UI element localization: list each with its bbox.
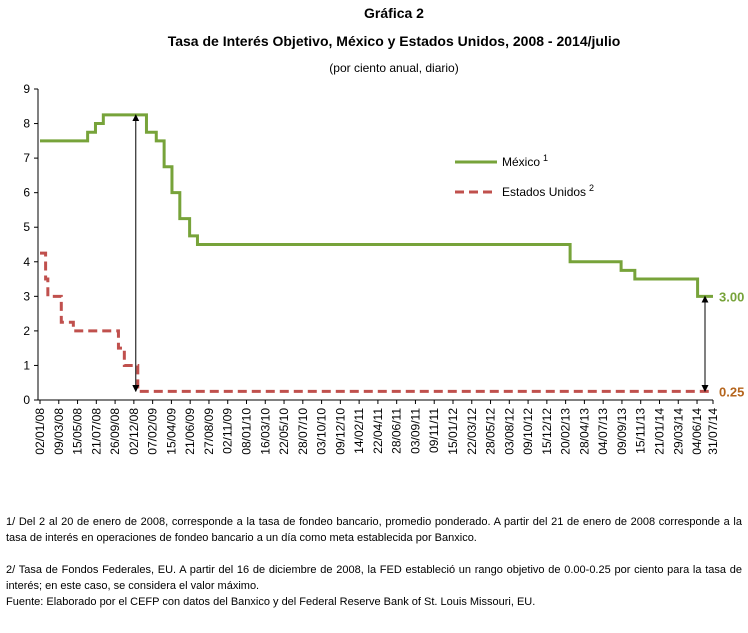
x-tick-label: 09/12/10 (333, 408, 347, 455)
x-tick-label: 20/02/13 (559, 408, 573, 455)
x-tick-label: 26/09/08 (108, 408, 122, 455)
x-tick-label: 08/01/10 (239, 408, 253, 455)
x-tick-label: 07/02/09 (146, 408, 160, 455)
y-tick-label: 6 (23, 186, 30, 200)
x-tick-label: 09/10/12 (521, 408, 535, 455)
legend-label: México 1 (502, 153, 548, 169)
x-tick-label: 03/09/11 (408, 408, 422, 454)
x-tick-label: 21/06/09 (183, 408, 197, 455)
legend-name: México (502, 155, 540, 169)
series-line (40, 113, 713, 298)
footnote: 1/ Del 2 al 20 de enero de 2008, corresp… (6, 516, 742, 544)
y-tick-label: 4 (23, 255, 30, 269)
x-tick-label: 02/01/08 (33, 408, 47, 455)
y-tick-label: 3 (23, 289, 30, 303)
chart-subtitle: Tasa de Interés Objetivo, México y Estad… (168, 33, 621, 49)
chart: Gráfica 2 Tasa de Interés Objetivo, Méxi… (23, 5, 744, 455)
x-tick-label: 15/12/12 (540, 408, 554, 455)
y-tick-label: 7 (23, 151, 30, 165)
x-tick-label: 15/04/09 (164, 408, 178, 455)
source: Fuente: Elaborado por el CEFP con datos … (6, 596, 536, 608)
y-tick-label: 8 (23, 117, 30, 131)
x-tick-label: 28/06/11 (390, 408, 404, 454)
x-tick-label: 21/07/08 (89, 408, 103, 455)
y-tick-label: 1 (23, 358, 30, 372)
y-tick-label: 2 (23, 324, 30, 338)
footnote: 2/ Tasa de Fondos Federales, EU. A parti… (6, 564, 742, 592)
x-tick-label: 16/03/10 (258, 408, 272, 455)
x-tick-label: 28/04/13 (577, 408, 591, 455)
x-tick-label: 03/08/12 (502, 408, 516, 455)
legend-label: Estados Unidos 2 (502, 183, 594, 199)
legend-note: 1 (543, 153, 548, 163)
x-tick-label: 09/11/11 (427, 408, 441, 453)
chart-units: (por ciento anual, diario) (329, 61, 458, 75)
x-tick-label: 15/05/08 (71, 408, 85, 455)
x-tick-label: 04/06/14 (690, 408, 704, 455)
legend-note: 2 (589, 183, 594, 193)
x-tick-label: 14/02/11 (352, 408, 366, 454)
value-label: 3.00 (719, 289, 744, 304)
x-tick-label: 22/05/10 (277, 408, 291, 455)
x-tick-label: 27/08/09 (202, 408, 216, 455)
x-tick-label: 15/01/12 (446, 408, 460, 455)
x-tick-label: 29/03/14 (671, 408, 685, 455)
x-tick-label: 02/11/09 (221, 408, 235, 454)
y-tick-label: 5 (23, 220, 30, 234)
y-tick-label: 9 (23, 82, 30, 96)
legend-name: Estados Unidos (502, 185, 586, 199)
x-tick-label: 21/01/14 (652, 408, 666, 455)
x-tick-label: 22/03/12 (465, 408, 479, 455)
x-tick-label: 09/03/08 (52, 408, 66, 455)
chart-title: Gráfica 2 (364, 5, 424, 21)
x-tick-label: 04/07/13 (596, 408, 610, 455)
value-label: 0.25 (719, 384, 744, 399)
x-tick-label: 15/11/13 (634, 408, 648, 454)
x-tick-label: 28/07/10 (296, 408, 310, 455)
x-tick-label: 02/12/08 (127, 408, 141, 455)
x-tick-label: 22/04/11 (371, 408, 385, 454)
x-tick-label: 09/09/13 (615, 408, 629, 455)
x-tick-label: 31/07/14 (706, 408, 720, 455)
y-tick-label: 0 (23, 393, 30, 407)
x-tick-label: 03/10/10 (315, 408, 329, 455)
series-line (40, 251, 713, 393)
x-tick-label: 28/05/12 (484, 408, 498, 455)
